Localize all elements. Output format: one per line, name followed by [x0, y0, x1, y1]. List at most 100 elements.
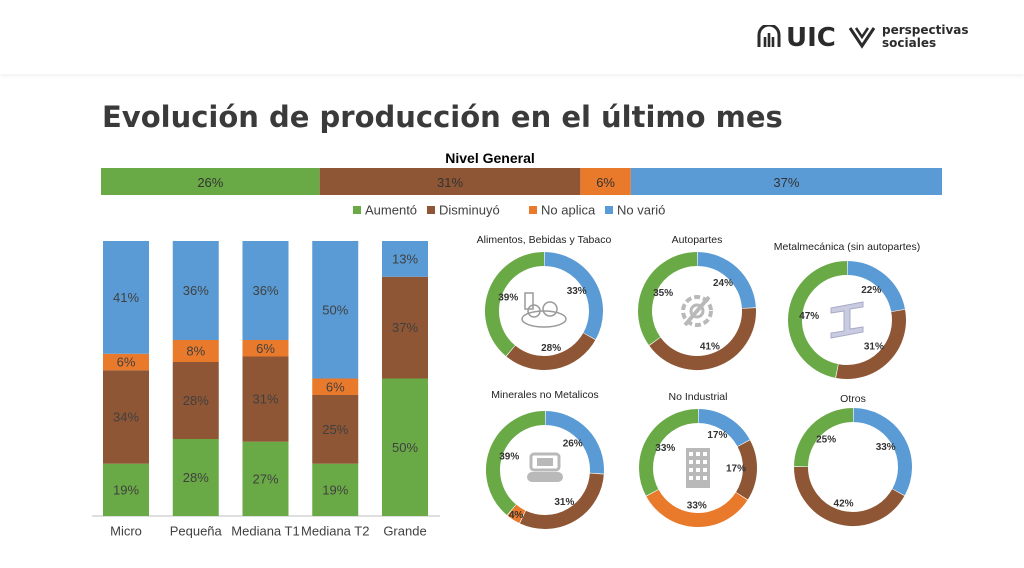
bar-label-0-0: 19% — [113, 482, 139, 497]
donut-4-aumento — [639, 409, 699, 497]
bar-0-3 — [103, 241, 149, 354]
general-bar-segment-0 — [101, 168, 320, 195]
donut-5-disminuyo — [794, 466, 905, 526]
legend-swatch-1 — [427, 206, 435, 214]
donut-title-5: Otros — [840, 393, 866, 405]
bar-3-1 — [312, 395, 359, 464]
bar-1-2 — [172, 340, 219, 362]
donut-2-no_vario — [846, 261, 905, 312]
general-bar-label-3: 37% — [773, 175, 799, 190]
beam-shape — [830, 301, 864, 339]
building-window — [696, 468, 700, 472]
building-window — [689, 460, 693, 464]
bar-label-3-3: 50% — [322, 302, 348, 317]
bar-label-1-2: 8% — [186, 344, 205, 359]
bar-4-0 — [382, 378, 428, 516]
logo-line-2: sociales — [882, 36, 937, 50]
donut-4-disminuyo — [735, 439, 757, 500]
donut-label-3-no_vario: 26% — [563, 438, 583, 449]
donut-label-1-aumento: 35% — [653, 288, 673, 299]
wrench-line — [683, 295, 711, 327]
bar-4-3 — [382, 241, 428, 277]
donut-label-3-no_aplica: 4% — [509, 510, 524, 521]
building-window — [689, 476, 693, 480]
x-tick-label-4: Grande — [383, 524, 426, 539]
donut-5-no_vario — [852, 408, 912, 496]
donut-3-disminuyo — [519, 472, 604, 529]
donut-label-4-no_aplica: 33% — [687, 500, 707, 511]
bar-4-1 — [382, 276, 428, 379]
donut-2-aumento — [788, 261, 848, 378]
donut-label-0-no_vario: 33% — [567, 286, 587, 297]
donut-label-0-aumento: 39% — [498, 293, 518, 304]
donut-title-4: No Industrial — [669, 391, 728, 403]
legend-swatch-0 — [353, 206, 361, 214]
bar-label-1-1: 28% — [183, 393, 209, 408]
bar-label-0-3: 41% — [113, 290, 139, 305]
bar-label-3-0: 19% — [322, 482, 348, 497]
donut-0-aumento — [485, 252, 545, 357]
donut-0-disminuyo — [506, 332, 596, 370]
basket-fruit-a — [527, 304, 541, 318]
bar-label-1-3: 36% — [183, 283, 209, 298]
bar-1-3 — [172, 241, 219, 340]
perspectivas-sociales-logo: perspectivas sociales — [848, 24, 969, 50]
donut-title-3: Minerales no Metalicos — [491, 389, 598, 401]
donut-1-no_vario — [696, 252, 756, 309]
building-icon — [686, 448, 710, 488]
building-window — [689, 468, 693, 472]
legend-swatch-2 — [529, 206, 537, 214]
bar-label-2-3: 36% — [252, 283, 278, 298]
nivel-general-title: Nivel General — [445, 150, 535, 166]
uic-mark-icon — [757, 25, 781, 47]
legend-swatch-3 — [605, 206, 613, 214]
basket-bottle — [524, 292, 534, 310]
bar-3-2 — [312, 378, 359, 395]
perspectivas-mark-icon — [848, 27, 876, 49]
building-window — [696, 460, 700, 464]
building-window — [696, 452, 700, 456]
general-bar-segment-3 — [630, 168, 942, 195]
bar-2-2 — [242, 340, 289, 357]
bar-0-2 — [103, 353, 149, 371]
page-title: Evolución de producción en el último mes — [102, 100, 783, 134]
uic-logo: UIC — [756, 23, 836, 53]
building-window — [703, 468, 707, 472]
donut-1-disminuyo — [649, 307, 756, 370]
x-tick-label-2: Mediana T1 — [231, 524, 299, 539]
donut-title-0: Alimentos, Bebidas y Tabaco — [477, 234, 612, 246]
basket-fruit-b — [542, 301, 558, 317]
bar-label-0-1: 34% — [113, 410, 139, 425]
gear-ring — [681, 295, 713, 327]
general-bar-label-2: 6% — [596, 175, 615, 190]
donut-3-aumento — [486, 411, 546, 516]
gear-hub — [689, 303, 705, 319]
donut-label-4-no_vario: 17% — [707, 430, 727, 441]
donut-label-1-disminuyo: 41% — [700, 341, 720, 352]
bar-label-0-2: 6% — [117, 355, 136, 370]
bar-0-0 — [103, 463, 149, 516]
bar-1-1 — [172, 362, 219, 439]
x-tick-label-3: Mediana T2 — [301, 524, 369, 539]
legend-label-1: Disminuyó — [439, 203, 500, 218]
bar-1-0 — [172, 439, 219, 516]
donut-2-disminuyo — [835, 308, 906, 379]
legend-label-2: No aplica — [541, 203, 596, 218]
bar-2-1 — [242, 356, 289, 442]
bar-2-0 — [242, 441, 289, 516]
donut-label-2-disminuyo: 31% — [864, 341, 884, 352]
donut-label-4-aumento: 33% — [655, 443, 675, 454]
donut-label-2-aumento: 47% — [799, 311, 819, 322]
general-bar-label-1: 31% — [437, 175, 463, 190]
x-tick-label-0: Micro — [110, 524, 142, 539]
bar-3-3 — [312, 241, 359, 379]
bar-3-0 — [312, 463, 359, 516]
bar-label-2-0: 27% — [252, 471, 278, 486]
donut-1-aumento — [638, 252, 698, 346]
building-window — [689, 452, 693, 456]
donut-0-no_vario — [543, 252, 603, 340]
legend-label-3: No varió — [617, 203, 665, 218]
building-window — [703, 476, 707, 480]
general-bar-segment-2 — [580, 168, 631, 195]
